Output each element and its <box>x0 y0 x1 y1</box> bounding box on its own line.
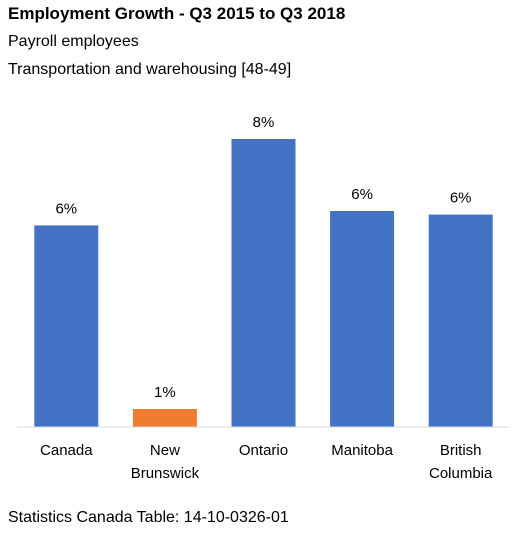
data-label-1: 1% <box>154 384 176 401</box>
data-label-4: 6% <box>450 190 472 207</box>
data-label-0: 6% <box>55 200 77 217</box>
bar-4 <box>428 214 493 427</box>
category-label-3: Manitoba <box>331 442 393 459</box>
chart-subtitle-industry: Transportation and warehousing [48-49] <box>8 61 292 78</box>
category-label-4: British <box>440 442 482 459</box>
category-label-0: Canada <box>40 442 93 459</box>
chart-title: Employment Growth - Q3 2015 to Q3 2018 <box>8 4 346 23</box>
category-label-4: Columbia <box>429 465 493 482</box>
bar-1 <box>132 409 197 427</box>
category-label-1: New <box>150 442 180 459</box>
bar-2 <box>231 139 296 427</box>
data-label-2: 8% <box>253 114 275 131</box>
source-note: Statistics Canada Table: 14-10-0326-01 <box>8 509 289 526</box>
category-label-1: Brunswick <box>131 465 200 482</box>
category-label-2: Ontario <box>239 442 288 459</box>
chart-subtitle: Payroll employees <box>8 33 139 50</box>
bar-0 <box>34 225 99 427</box>
bar-3 <box>330 211 395 427</box>
data-label-3: 6% <box>351 186 373 203</box>
